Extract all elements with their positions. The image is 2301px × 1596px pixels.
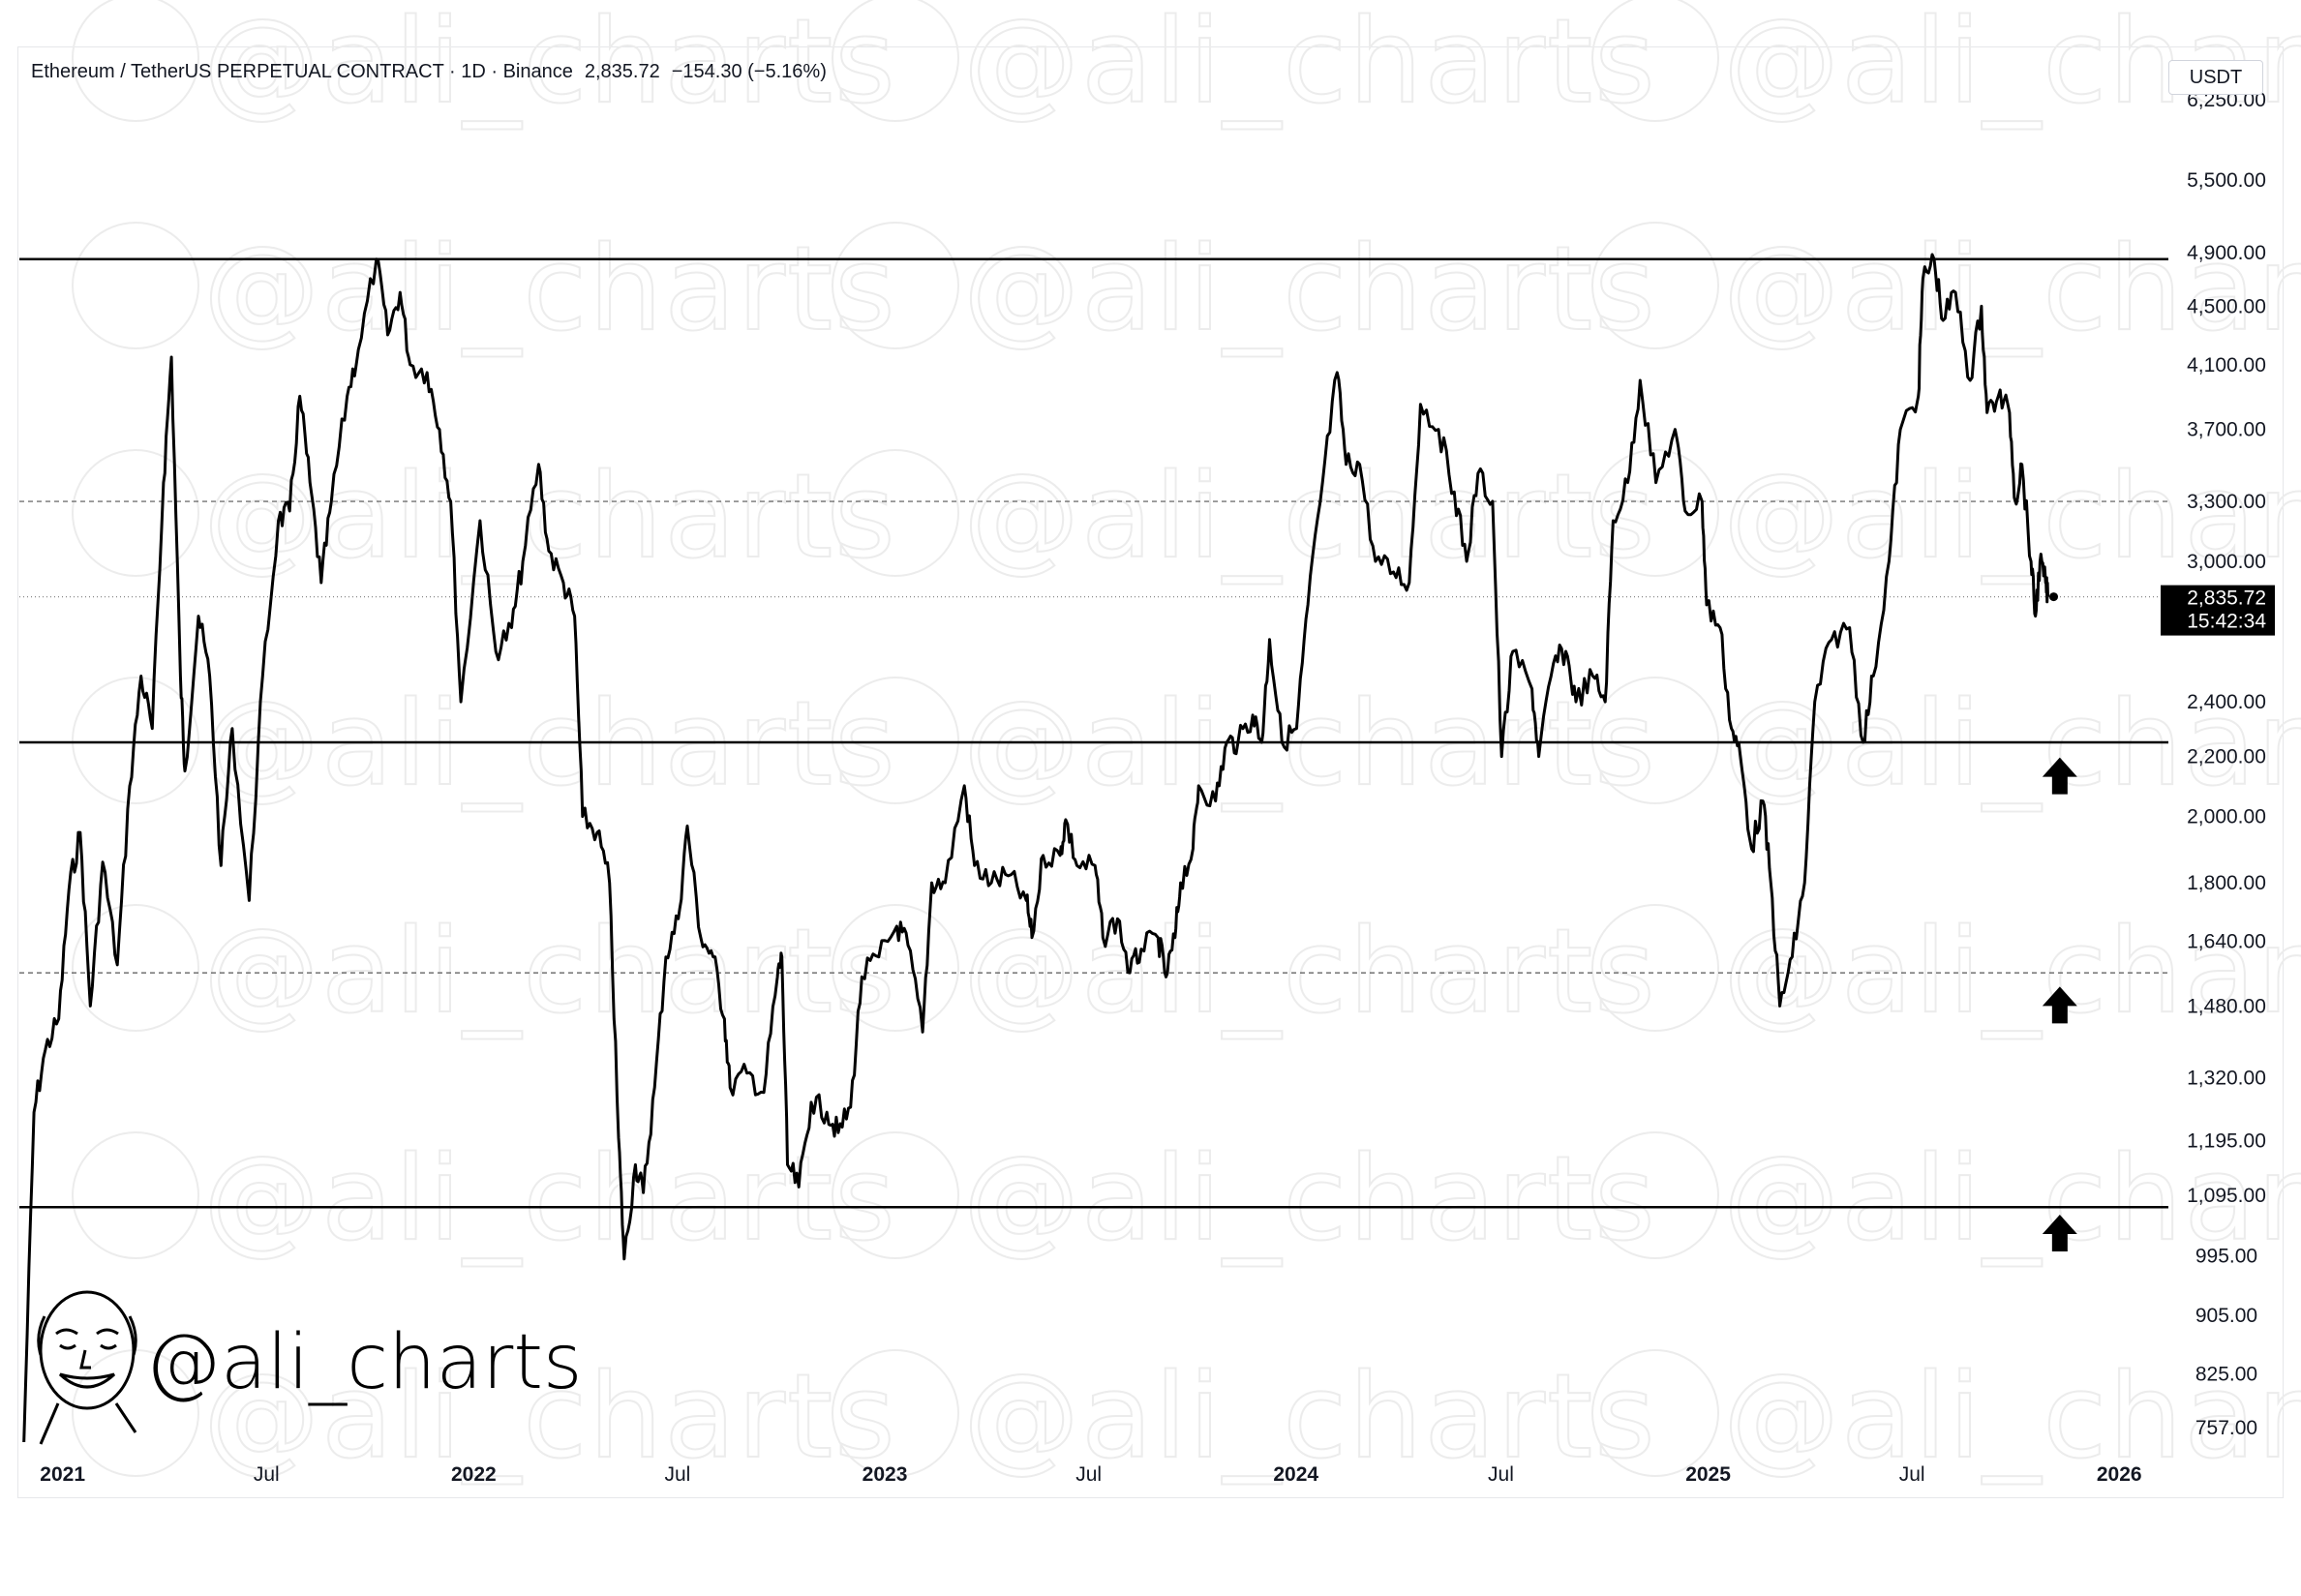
watermark-text: @ali_charts (203, 905, 897, 1039)
brand-logo: @ali_charts (37, 1290, 583, 1445)
watermark-text: @ali_charts (963, 1350, 1657, 1485)
avatar-face-icon (37, 1290, 137, 1445)
y-tick-label: 3,700.00 (2187, 419, 2266, 441)
y-tick-label: 1,195.00 (2187, 1129, 2266, 1152)
y-tick-label: 995.00 (2195, 1246, 2257, 1268)
watermark-text: @ali_charts (963, 223, 1657, 357)
price-badge-price: 2,835.72 (2187, 587, 2266, 610)
watermark-text: @ali_charts (203, 450, 897, 585)
currency-selector[interactable]: USDT (2168, 60, 2263, 95)
price-change: −154.30 (671, 61, 742, 82)
x-tick-label: Jul (665, 1463, 691, 1486)
watermark-face-icon (72, 1131, 199, 1259)
watermark-text: @ali_charts (1723, 1132, 2301, 1267)
exchange-name: Binance (502, 61, 573, 82)
x-tick-label: Jul (1899, 1463, 1925, 1486)
watermark-face-icon (72, 222, 199, 349)
watermark-face-icon (1591, 677, 1719, 804)
price-change-pct: (−5.16%) (747, 61, 827, 82)
watermark-face-icon (1591, 449, 1719, 577)
watermark-face-icon (1591, 222, 1719, 349)
watermark-text: @ali_charts (1723, 678, 2301, 812)
watermark-text: @ali_charts (203, 678, 897, 812)
y-tick-label: 2,400.00 (2187, 691, 2266, 713)
arrows-layer (2042, 757, 2077, 1252)
price-badge-bg (2161, 585, 2275, 636)
watermark-text: @ali_charts (963, 678, 1657, 812)
x-tick-label: 2024 (1273, 1463, 1318, 1486)
y-tick-label: 1,095.00 (2187, 1185, 2266, 1207)
watermark-text: @ali_charts (203, 1132, 897, 1267)
last-price: 2,835.72 (584, 61, 660, 82)
watermark-text: @ali_charts (203, 0, 897, 130)
watermark-text: @ali_charts (203, 1350, 897, 1485)
y-tick-label: 1,640.00 (2187, 931, 2266, 953)
watermark-face-icon (832, 904, 959, 1032)
x-tick-label: 2025 (1685, 1463, 1731, 1486)
watermark-text: @ali_charts (963, 0, 1657, 130)
last-price-dot (2049, 592, 2059, 602)
x-axis[interactable]: 2021 Jul 2022 Jul 2023 Jul 2024 Jul 2025 Jul 2026 (40, 1463, 2141, 1486)
watermark-face-icon (832, 677, 959, 804)
x-tick-label: 2023 (863, 1463, 908, 1486)
watermark-text: @ali_charts (1723, 1350, 2301, 1485)
watermark-face-icon (72, 0, 199, 122)
watermark-face-icon (72, 904, 199, 1032)
series-layer (22, 253, 2059, 1443)
watermark-face-icon (1591, 1349, 1719, 1477)
x-tick-label: 2022 (451, 1463, 497, 1486)
y-tick-label: 2,000.00 (2187, 806, 2266, 828)
chart-header: Ethereum / TetherUS PERPETUAL CONTRACT ·… (31, 61, 827, 82)
watermark-face-icon (832, 1131, 959, 1259)
price-badge: 2,835.72 15:42:34 (2161, 585, 2275, 636)
interval[interactable]: 1D (461, 61, 486, 82)
watermark-face-icon (832, 0, 959, 122)
y-tick-label: 4,500.00 (2187, 295, 2266, 317)
y-tick-label: 3,300.00 (2187, 491, 2266, 513)
y-tick-label: 1,800.00 (2187, 872, 2266, 894)
x-tick-label: Jul (254, 1463, 280, 1486)
x-tick-label: Jul (1075, 1463, 1102, 1486)
up-arrow-icon (2042, 757, 2077, 795)
price-line[interactable] (22, 253, 2049, 1443)
watermark-face-icon (832, 449, 959, 577)
y-tick-label: 5,500.00 (2187, 169, 2266, 192)
y-tick-label: 1,320.00 (2187, 1068, 2266, 1090)
watermark-text: @ali_charts (1723, 223, 2301, 357)
brand-handle: @ali_charts (145, 1319, 583, 1406)
y-tick-label: 1,480.00 (2187, 995, 2266, 1017)
watermark-face-icon (832, 222, 959, 349)
up-arrow-icon (2042, 1215, 2077, 1252)
y-tick-label: 4,900.00 (2187, 242, 2266, 264)
watermark-text: @ali_charts (1723, 905, 2301, 1039)
y-tick-label: 4,100.00 (2187, 354, 2266, 376)
watermark-layer: @ali_charts@ali_charts@ali_charts@ali_ch… (72, 0, 2301, 1486)
watermark-face-icon (1591, 0, 1719, 122)
price-badge-countdown: 15:42:34 (2187, 611, 2266, 633)
y-axis[interactable]: 6,250.005,500.004,900.004,500.004,100.00… (2187, 89, 2266, 1439)
y-tick-label: 2,200.00 (2187, 746, 2266, 768)
watermark-text: @ali_charts (203, 223, 897, 357)
symbol-name[interactable]: Ethereum / TetherUS PERPETUAL CONTRACT (31, 61, 444, 82)
watermark-face-icon (1591, 904, 1719, 1032)
watermark-text: @ali_charts (963, 450, 1657, 585)
y-tick-label: 3,000.00 (2187, 551, 2266, 573)
watermark-text: @ali_charts (963, 905, 1657, 1039)
x-tick-label: 2021 (40, 1463, 85, 1486)
y-tick-label: 905.00 (2195, 1305, 2257, 1327)
watermark-text: @ali_charts (1723, 450, 2301, 585)
watermark-face-icon (72, 677, 199, 804)
y-tick-label: 757.00 (2195, 1417, 2257, 1439)
watermark-face-icon (1591, 1131, 1719, 1259)
chart-frame (17, 46, 2284, 1498)
levels-layer (19, 257, 2168, 1209)
y-tick-label: 825.00 (2195, 1363, 2257, 1385)
watermark-face-icon (72, 449, 199, 577)
x-tick-label: 2026 (2097, 1463, 2142, 1486)
up-arrow-icon (2042, 986, 2077, 1024)
watermark-text: @ali_charts (963, 1132, 1657, 1267)
x-tick-label: Jul (1488, 1463, 1514, 1486)
watermark-face-icon (832, 1349, 959, 1477)
